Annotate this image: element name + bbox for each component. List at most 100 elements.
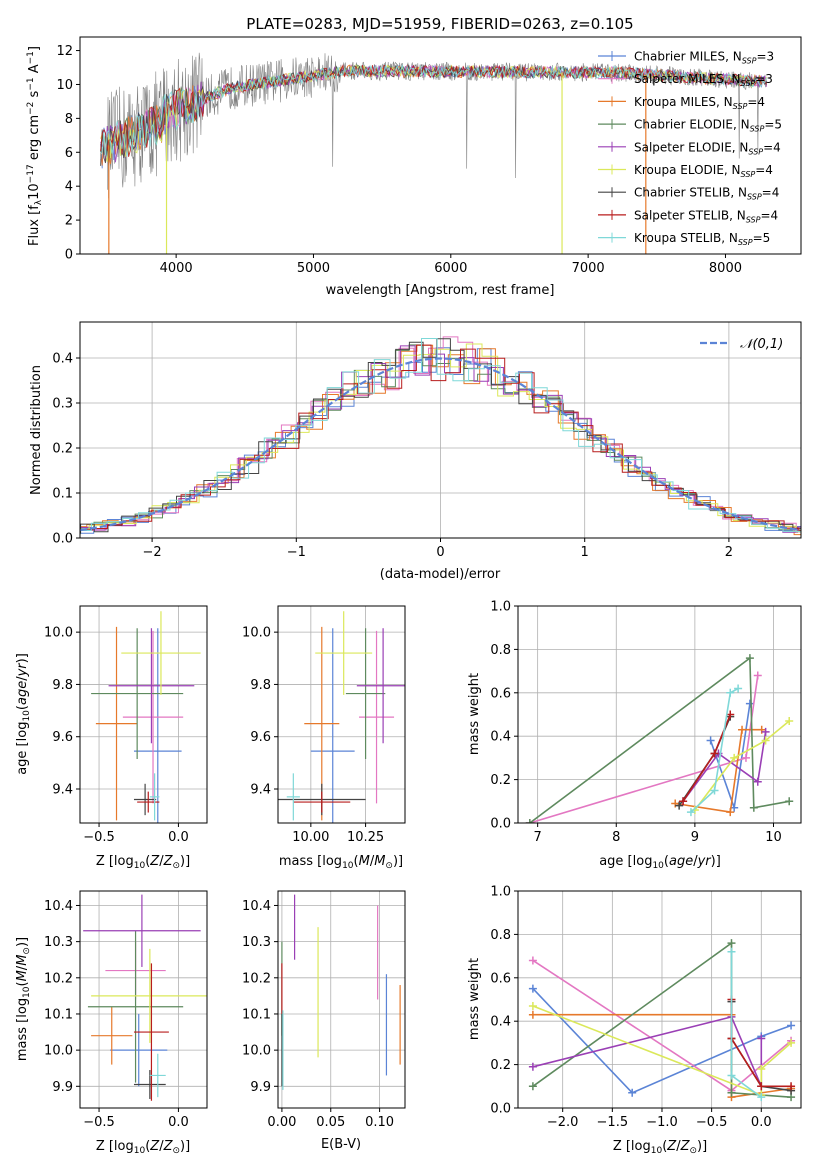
legend-label-count: =3 bbox=[755, 72, 773, 86]
x-tick-label: 0.0 bbox=[751, 1115, 772, 1130]
legend-label: Salpeter STELIB, NSSP=4 bbox=[634, 208, 778, 224]
data-point-marker bbox=[757, 1082, 766, 1091]
y-tick-label: 0.6 bbox=[490, 686, 511, 701]
residual-histogram bbox=[80, 338, 801, 532]
legend-label-subscript: SSP bbox=[748, 147, 763, 156]
mass-weight-vs-age-frame bbox=[517, 605, 802, 824]
data-point-marker bbox=[528, 1082, 537, 1091]
age-vs-mass-x-label: mass [log10(M/M⊙)] bbox=[279, 854, 403, 871]
data-point-marker bbox=[679, 797, 688, 806]
y-tick-label: 0.6 bbox=[490, 971, 511, 986]
mass-weight-vs-z-x-label: Z [log10(Z/Z⊙)] bbox=[613, 1139, 707, 1156]
y-tick-label: 0.0 bbox=[490, 1102, 511, 1117]
mass-vs-z-frame bbox=[79, 890, 208, 1109]
age-vs-z-x-label: Z [log10(Z/Z⊙)] bbox=[96, 854, 190, 871]
mass-weight-vs-z-y-label: mass weight bbox=[467, 958, 482, 1040]
data-point-marker bbox=[761, 736, 770, 745]
residuals-y-label: Normed distribution bbox=[29, 365, 44, 495]
model-spectrum-line bbox=[100, 63, 767, 157]
y-tick-label: 0.4 bbox=[490, 730, 511, 745]
x-tick-label: 0.00 bbox=[267, 1115, 296, 1130]
model-spectrum-line bbox=[100, 64, 767, 166]
y-tick-label: 9.6 bbox=[52, 730, 73, 745]
data-point-marker bbox=[761, 727, 770, 736]
y-tick-label: 0.2 bbox=[490, 1058, 511, 1073]
legend-label: Chabrier MILES, NSSP=3 bbox=[634, 50, 774, 66]
legend-label: Salpeter ELODIE, NSSP=4 bbox=[634, 140, 781, 156]
data-point-marker bbox=[525, 819, 534, 823]
model-spectrum-line bbox=[100, 63, 767, 157]
x-tick-label: −2 bbox=[143, 545, 162, 560]
y-tick-label: 0.4 bbox=[52, 352, 73, 367]
y-tick-label: 9.4 bbox=[250, 783, 271, 798]
data-point-marker bbox=[745, 699, 754, 708]
x-tick-label: −1.5 bbox=[597, 1115, 629, 1130]
data-point-marker bbox=[727, 1071, 736, 1080]
y-tick-label: 1.0 bbox=[490, 885, 511, 900]
data-point-marker bbox=[710, 749, 719, 758]
age-vs-z-frame bbox=[79, 605, 208, 824]
x-tick-label: 0.0 bbox=[168, 1115, 189, 1130]
x-tick-label: −1 bbox=[287, 545, 306, 560]
mass-weight-vs-age-panel: 7 8 9 10 0.0 0.2 0.4 0.6 0.8 1.0 age [log10(age/y… bbox=[467, 600, 802, 871]
x-tick-label: 0.10 bbox=[365, 1115, 394, 1130]
x-tick-label: 7 bbox=[534, 830, 542, 845]
x-tick-label: 7000 bbox=[572, 261, 605, 276]
y-tick-label: 9.9 bbox=[250, 1080, 271, 1095]
y-tick-label: 0.0 bbox=[52, 532, 73, 547]
mass-vs-z-x-label: Z [log10(Z/Z⊙)] bbox=[96, 1139, 190, 1156]
x-tick-label: 5000 bbox=[297, 261, 330, 276]
data-point-marker bbox=[726, 688, 735, 697]
y-tick-label: 6 bbox=[65, 146, 73, 161]
mass-weight-series-line bbox=[529, 675, 759, 823]
y-tick-label: 0.1 bbox=[52, 487, 73, 502]
data-point-marker bbox=[787, 1082, 796, 1091]
y-tick-label: 12 bbox=[56, 44, 73, 59]
data-point-marker bbox=[727, 939, 736, 948]
legend-label-count: =3 bbox=[756, 50, 774, 64]
data-point-marker bbox=[745, 654, 754, 663]
data-point-marker bbox=[528, 1010, 537, 1019]
spectrum-title: PLATE=0283, MJD=51959, FIBERID=0263, z=0… bbox=[246, 15, 633, 33]
data-point-marker bbox=[785, 717, 794, 726]
x-tick-label: 0 bbox=[436, 545, 444, 560]
normal-reference-curve bbox=[80, 357, 799, 532]
mass-vs-ebv-panel: 0.00 0.05 0.10 9.9 10.0 10.1 10.2 10.3 10.4 E(B-… bbox=[242, 890, 406, 1152]
legend-label-count: =4 bbox=[763, 140, 781, 154]
y-tick-label: 10.0 bbox=[242, 1044, 271, 1059]
data-point-marker bbox=[727, 1088, 736, 1097]
mass-weight-series-line bbox=[694, 720, 790, 811]
mass-weight-vs-age-y-label: mass weight bbox=[467, 673, 482, 755]
mass-vs-ebv-x-label: E(B-V) bbox=[321, 1137, 361, 1152]
data-point-marker bbox=[706, 736, 715, 745]
y-tick-label: 0.2 bbox=[52, 442, 73, 457]
data-point-marker bbox=[738, 725, 747, 734]
normal-curve-legend-label: 𝒩(0,1) bbox=[740, 337, 783, 352]
y-tick-label: 10.2 bbox=[44, 971, 73, 986]
legend-label-count: =4 bbox=[755, 163, 773, 177]
data-point-marker bbox=[528, 984, 537, 993]
legend-label: Chabrier ELODIE, NSSP=5 bbox=[634, 118, 782, 134]
legend-label: Kroupa ELODIE, NSSP=4 bbox=[634, 163, 773, 179]
y-tick-label: 10 bbox=[56, 78, 73, 93]
y-tick-label: 10.4 bbox=[242, 899, 271, 914]
y-tick-label: 0.4 bbox=[490, 1015, 511, 1030]
data-point-marker bbox=[730, 753, 739, 762]
y-tick-label: 9.4 bbox=[52, 783, 73, 798]
legend-label-count: =4 bbox=[747, 95, 765, 109]
mass-weight-series-line bbox=[532, 988, 792, 1094]
y-tick-label: 4 bbox=[65, 180, 73, 195]
y-tick-label: 10.2 bbox=[242, 971, 271, 986]
legend-label: Kroupa STELIB, NSSP=5 bbox=[634, 231, 770, 247]
x-tick-label: 10.25 bbox=[347, 830, 384, 845]
y-tick-label: 10.3 bbox=[44, 935, 73, 950]
data-point-marker bbox=[753, 671, 762, 680]
data-point-marker bbox=[757, 1034, 766, 1043]
data-point-marker bbox=[710, 786, 719, 795]
age-vs-z-y-label: age [log10(age/yr)] bbox=[15, 653, 32, 775]
x-tick-label: 8 bbox=[612, 830, 620, 845]
mass-weight-series-line bbox=[690, 687, 739, 813]
legend-label: Chabrier STELIB, NSSP=4 bbox=[634, 186, 779, 202]
data-point-marker bbox=[787, 1038, 796, 1047]
